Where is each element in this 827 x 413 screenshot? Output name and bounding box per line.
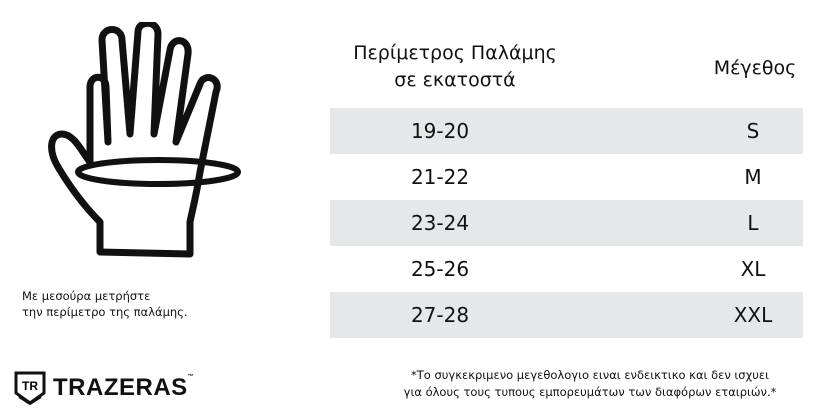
note-line: για όλους τους τυπους εμπορευμάτων των δ… (403, 385, 777, 399)
size-cell: S (746, 119, 760, 143)
size-cell: L (747, 211, 759, 235)
size-table: 19-20 S 21-22 M 23-24 L 25-26 XL 27-28 XXL (330, 108, 803, 338)
caption-line: την περίμετρο της παλάμης. (22, 305, 188, 319)
header-line: σε εκατοστά (394, 69, 516, 91)
brand-logo: TR TRAZERAS™ (14, 371, 194, 405)
table-row: 23-24 L (330, 200, 803, 246)
measurement-instruction: Με μεσούρα μετρήστε την περίμετρο της πα… (22, 288, 188, 320)
brand-name: TRAZERAS™ (53, 374, 195, 401)
range-cell: 23-24 (410, 211, 470, 235)
size-cell: M (744, 165, 762, 189)
table-row: 27-28 XXL (330, 292, 803, 338)
range-cell: 25-26 (410, 257, 470, 281)
table-row: 25-26 XL (330, 246, 803, 292)
table-row: 21-22 M (330, 154, 803, 200)
range-cell: 19-20 (410, 119, 470, 143)
range-cell: 21-22 (410, 165, 470, 189)
header-size: Μέγεθος (713, 57, 797, 79)
caption-line: Με μεσούρα μετρήστε (22, 289, 151, 303)
disclaimer-note: *Το συγκεκριμενο μεγεθολογιο ειναι ενδει… (360, 367, 820, 401)
svg-text:TR: TR (22, 379, 38, 393)
header-line: Περίμετρος Παλάμης (353, 42, 557, 64)
hand-measurement-illustration (48, 22, 241, 258)
note-line: *Το συγκεκριμενο μεγεθολογιο ειναι ενδει… (410, 368, 769, 382)
range-cell: 27-28 (410, 303, 470, 327)
table-row: 19-20 S (330, 108, 803, 154)
header-circumference: Περίμετρος Παλάμης σε εκατοστά (330, 40, 580, 94)
size-cell: XL (740, 257, 766, 281)
shield-logo-icon: TR (14, 371, 46, 405)
size-cell: XXL (733, 303, 773, 327)
